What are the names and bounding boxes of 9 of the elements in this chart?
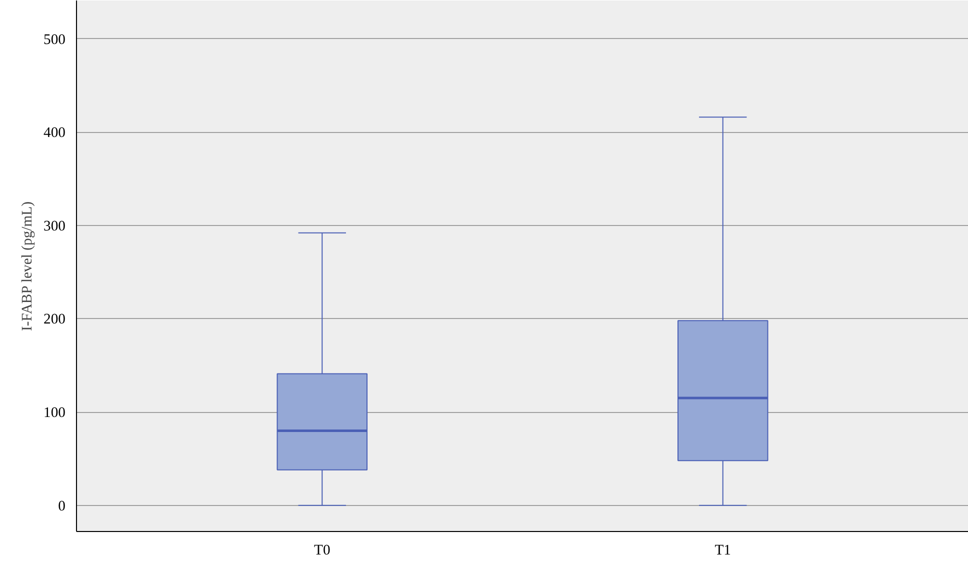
y-tick-label: 100 — [44, 405, 66, 422]
y-tick-label: 500 — [44, 32, 66, 48]
x-tick-label: T1 — [714, 542, 731, 558]
y-tick-label: 200 — [44, 312, 66, 328]
y-axis-title: I-FABP level (pg/mL) — [20, 201, 36, 331]
x-tick-label: T0 — [314, 542, 330, 558]
y-tick-label: 0 — [58, 498, 66, 514]
y-tick-label: 400 — [44, 125, 66, 142]
y-tick-label: 300 — [44, 218, 66, 234]
